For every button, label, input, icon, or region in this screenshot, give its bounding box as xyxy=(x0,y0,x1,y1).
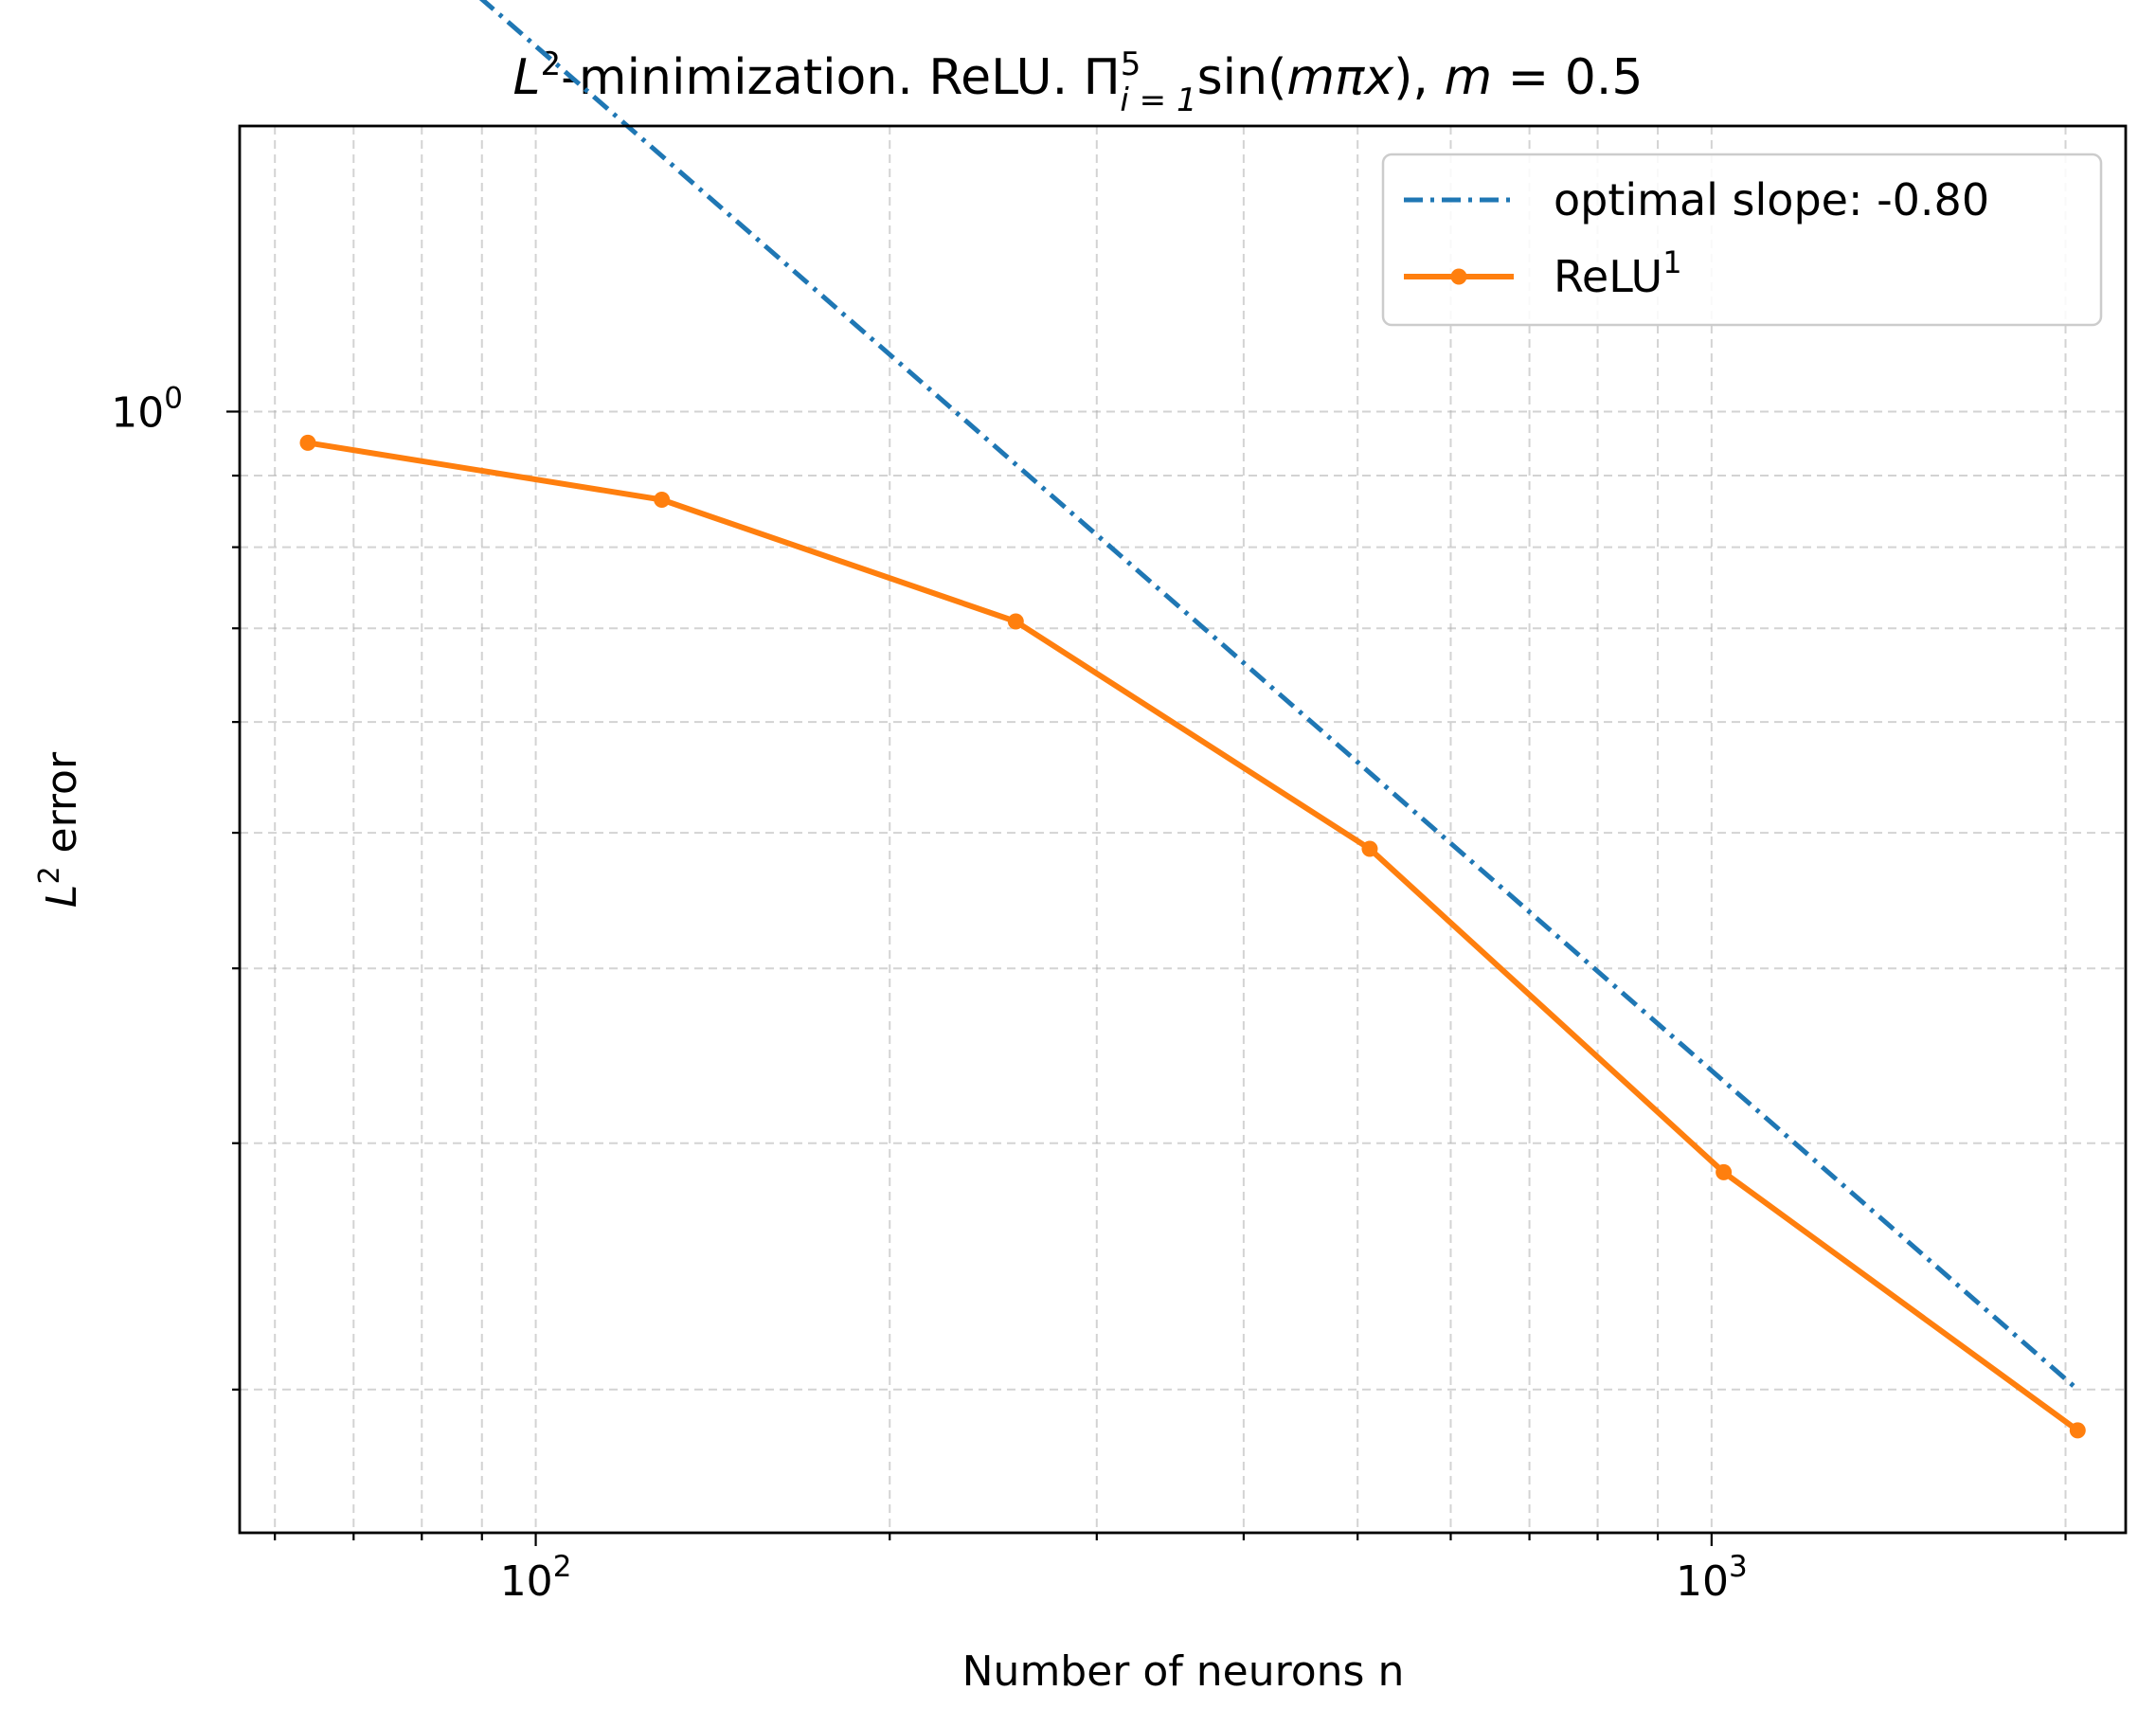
legend: optimal slope: -0.80 ReLU1 xyxy=(1381,153,2103,327)
legend-label-optimal-slope: optimal slope: -0.80 xyxy=(1554,174,1989,225)
series-relu-line xyxy=(307,440,2080,1433)
y-axis-label: L2 error xyxy=(33,751,86,908)
tick-labels: 102 103 100 xyxy=(111,381,1747,1606)
legend-box xyxy=(1381,153,2103,327)
legend-marker-relu xyxy=(1450,268,1467,285)
ticks xyxy=(226,410,2067,1546)
series-relu-point xyxy=(1361,840,1378,857)
series-optimal-slope-line xyxy=(478,0,2079,1392)
grid xyxy=(240,126,2126,1533)
series-relu-point xyxy=(1007,613,1024,630)
series-relu-point xyxy=(1716,1163,1733,1180)
y-tick-label: 100 xyxy=(111,381,183,437)
series-relu-point xyxy=(299,434,316,451)
chart-title: L2-minimization. ReLU. Π5 i = 1sin(mπx), … xyxy=(513,45,1644,119)
x-tick-label: 103 xyxy=(1676,1550,1748,1606)
x-axis-label: Number of neurons n xyxy=(962,1647,1405,1696)
series-relu-point xyxy=(654,491,671,508)
legend-label-relu: ReLU1 xyxy=(1554,244,1682,302)
axes-frame xyxy=(238,124,2128,1535)
series-layer xyxy=(299,0,2086,1439)
x-tick-label: 102 xyxy=(500,1550,572,1606)
series-relu-point xyxy=(2069,1422,2086,1439)
